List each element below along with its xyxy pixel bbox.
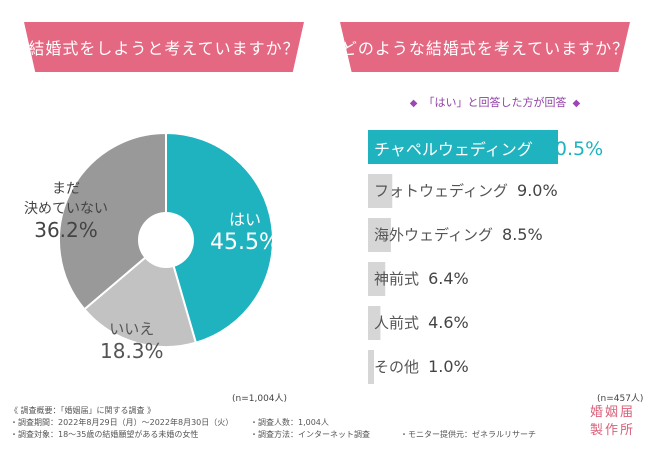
- bar-category-other: その他: [374, 358, 420, 376]
- bar-label-shinto: 神前式 6.4%: [374, 268, 469, 289]
- bar-value-photo: 9.0%: [511, 181, 558, 200]
- bar-value-other: 1.0%: [423, 357, 469, 376]
- footer-title: 《 調査概要：「婚姻届」に関する調査 》: [10, 406, 156, 415]
- bar-value-overseas: 8.5%: [496, 225, 543, 244]
- bar-category-chapel: チャペルウェディング: [374, 140, 533, 159]
- diamond-icon: ◆: [409, 98, 418, 109]
- survey-footer-col2: ・調査人数：1,004人 ・調査方法：インターネット調査: [250, 417, 370, 441]
- bar-civil: [368, 306, 381, 340]
- footer-period: ・調査期間：2022年8月29日（月）〜2022年8月30日（火）: [10, 418, 234, 427]
- pie-label-undecided-line2: 決めていない: [24, 201, 108, 217]
- left-question-title: 結婚式をしようと考えていますか？: [28, 39, 300, 58]
- bar-label-civil: 人前式 4.6%: [374, 312, 469, 333]
- pie-slice-undecided: [58, 131, 167, 311]
- bar-chart-subtitle: ◆ 「はい」と回答した方が回答 ◆: [370, 94, 620, 110]
- bar-value-chapel: 70.5%: [536, 138, 604, 160]
- survey-footer: 《 調査概要：「婚姻届」に関する調査 》 ・調査期間：2022年8月29日（月）…: [10, 405, 233, 441]
- bar-label-photo: フォトウェディング 9.0%: [374, 180, 558, 201]
- footer-method: ・調査方法：インターネット調査: [250, 430, 370, 439]
- bar-photo: [368, 174, 393, 208]
- bar-chapel: [368, 130, 558, 164]
- bar-label-overseas: 海外ウェディング 8.5%: [374, 224, 543, 245]
- bar-overseas: [368, 218, 391, 252]
- left-question-banner: 結婚式をしようと考えていますか？: [24, 22, 304, 72]
- subtitle-text: 「はい」と回答した方が回答: [423, 96, 567, 109]
- bar-value-civil: 4.6%: [423, 313, 469, 332]
- left-sample-size: (n=1,004人): [232, 394, 288, 404]
- bar-category-civil: 人前式: [374, 314, 420, 332]
- pie-label-no-value: 18.3%: [100, 339, 164, 363]
- pie-label-yes-text: はい: [228, 210, 261, 229]
- bar-category-photo: フォトウェディング: [374, 182, 508, 200]
- bar-label-chapel: チャペルウェディング 70.5%: [374, 136, 603, 160]
- logo-line2: 製作所: [590, 423, 636, 438]
- pie-label-undecided-value: 36.2%: [34, 218, 98, 242]
- pie-label-no: いいえ 18.3%: [100, 318, 164, 363]
- bar-category-overseas: 海外ウェディング: [374, 226, 493, 244]
- right-sample-size: (n=457人): [597, 394, 644, 404]
- bar-label-other: その他 1.0%: [374, 356, 469, 377]
- footer-provider: ・モニター提供元：ゼネラルリサーチ: [400, 430, 536, 439]
- diamond-icon: ◆: [572, 98, 581, 109]
- brand-logo: 婚姻届 製作所: [590, 404, 635, 440]
- bar-chart: [368, 130, 558, 384]
- pie-slice-yes: [165, 131, 274, 344]
- bar-category-shinto: 神前式: [374, 270, 420, 288]
- pie-label-no-text: いいえ: [109, 320, 155, 338]
- pie-label-yes: はい 45.5%: [210, 206, 280, 255]
- pie-label-undecided-line1: まだ: [52, 181, 80, 197]
- footer-target: ・調査対象：18〜35歳の結婚願望がある未婚の女性: [10, 430, 199, 439]
- right-question-title: どのような結婚式を考えていますか？: [340, 39, 630, 58]
- logo-line1: 婚姻届: [590, 405, 636, 420]
- pie-label-yes-value: 45.5%: [210, 230, 280, 255]
- bar-value-shinto: 6.4%: [423, 269, 469, 288]
- bar-other: [368, 350, 374, 384]
- pie-center-hole: [138, 212, 194, 268]
- right-question-banner: どのような結婚式を考えていますか？: [340, 22, 630, 72]
- bar-shinto: [368, 262, 386, 296]
- pie-chart: [58, 131, 274, 348]
- footer-count: ・調査人数：1,004人: [250, 418, 329, 427]
- pie-label-undecided: まだ 決めていない 36.2%: [24, 178, 108, 242]
